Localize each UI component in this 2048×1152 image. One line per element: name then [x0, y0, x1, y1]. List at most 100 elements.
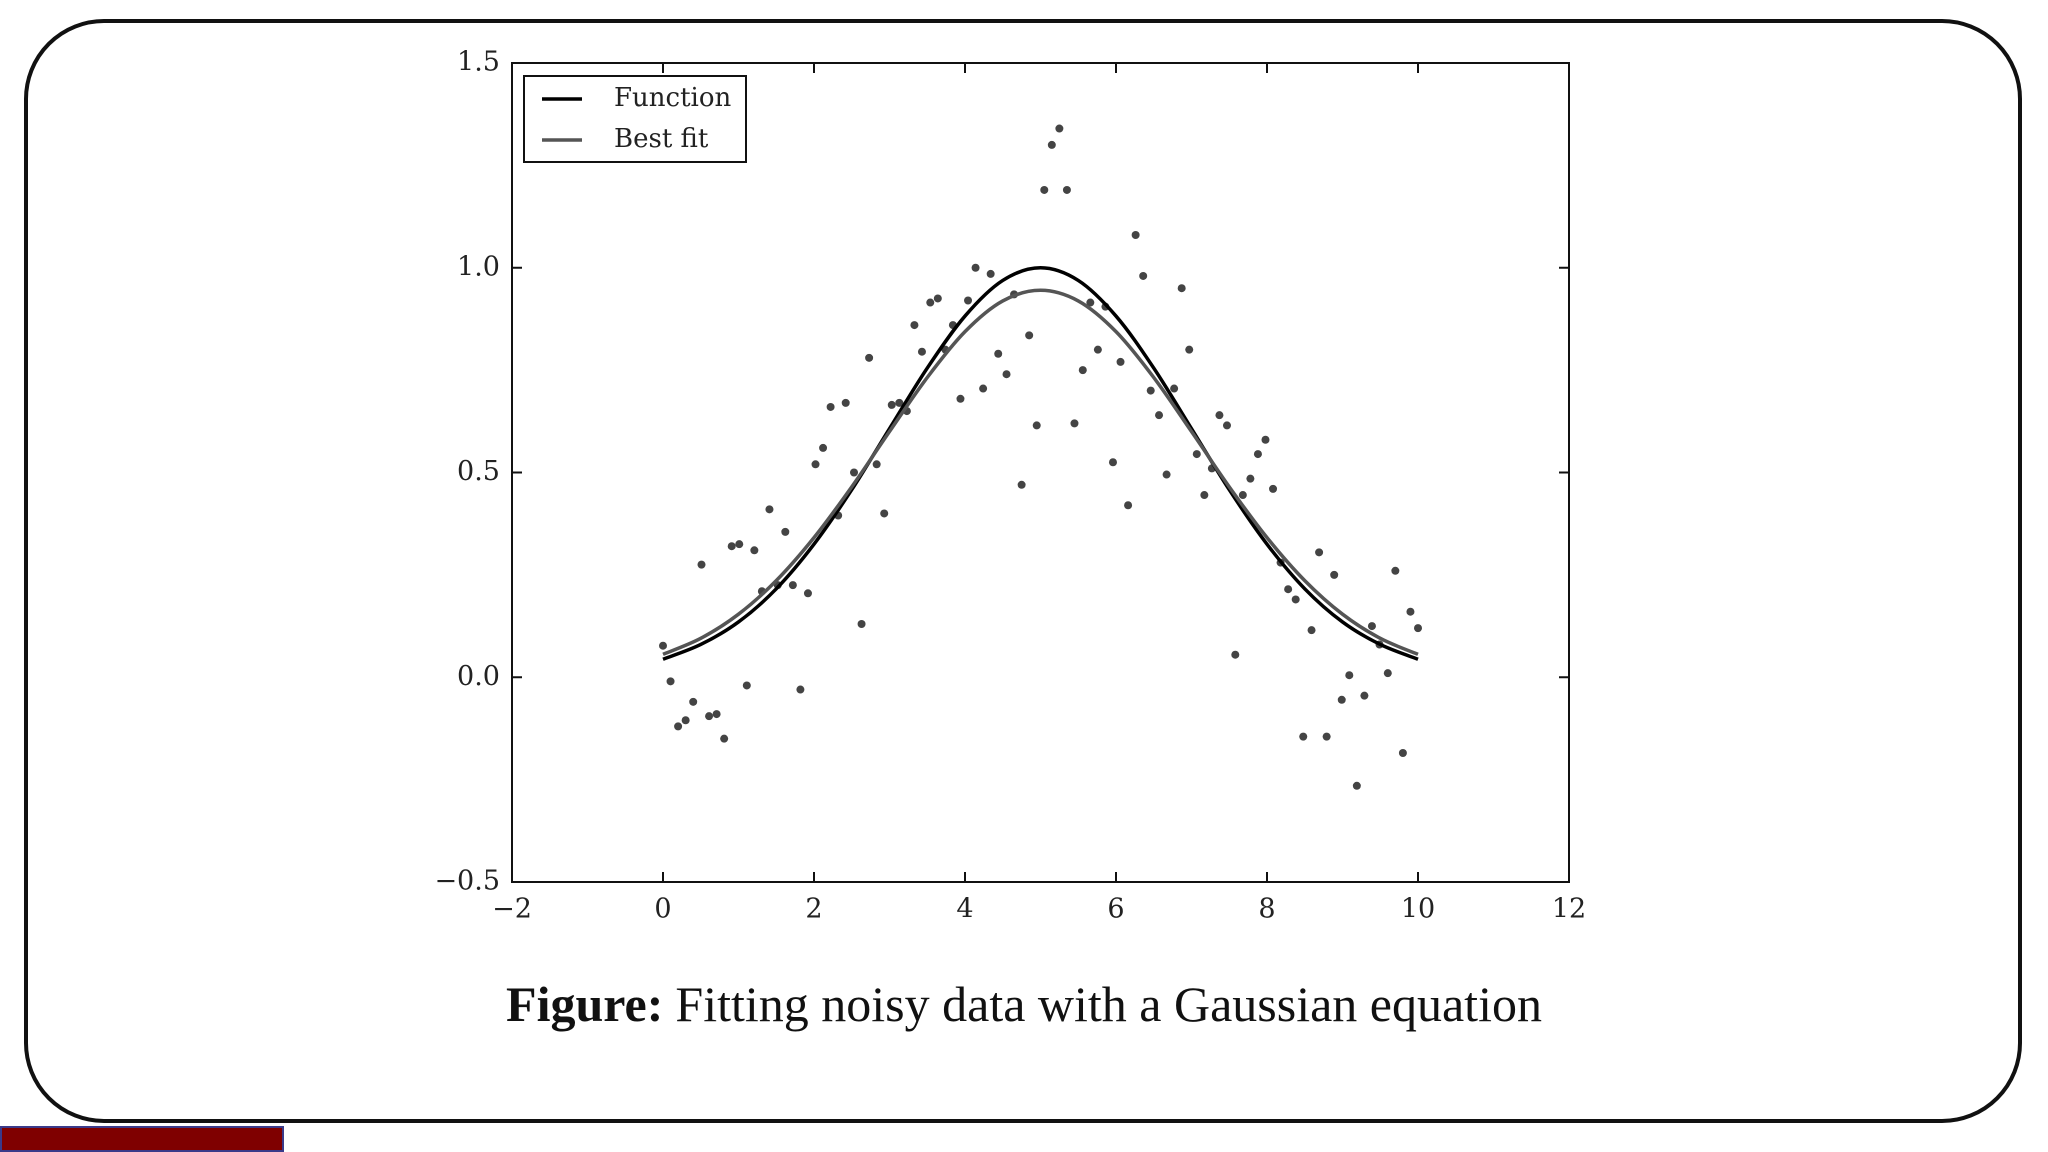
data-point: [1291, 595, 1300, 604]
data-point: [765, 505, 774, 514]
data-point: [1231, 650, 1240, 659]
legend-box: [523, 75, 747, 163]
data-point: [1238, 491, 1247, 500]
data-point: [857, 620, 866, 629]
data-point: [1406, 607, 1415, 616]
y-tick-label: 0.5: [457, 456, 500, 487]
plot-area: [511, 62, 1570, 883]
data-point: [956, 394, 965, 403]
data-point: [1062, 185, 1071, 194]
data-point: [1383, 669, 1392, 678]
footer-bar: [0, 1126, 284, 1152]
data-point: [659, 641, 667, 650]
data-point: [705, 712, 714, 721]
data-point: [917, 347, 926, 356]
data-point: [1391, 566, 1400, 575]
data-point: [674, 722, 683, 731]
data-point: [1330, 570, 1339, 579]
data-point: [841, 398, 850, 407]
x-tick-label: −2: [492, 894, 532, 925]
data-point: [887, 400, 896, 409]
data-point: [979, 384, 988, 393]
x-tick-label: 12: [1552, 894, 1586, 925]
caption-label: Figure:: [506, 976, 663, 1032]
data-point: [1139, 271, 1148, 280]
data-point: [796, 685, 805, 694]
series-line: [662, 288, 1419, 656]
data-point: [1108, 458, 1117, 467]
data-point: [1185, 345, 1194, 354]
data-point: [1002, 370, 1011, 379]
data-point: [712, 710, 721, 719]
data-point: [964, 296, 973, 305]
data-point: [1192, 450, 1201, 459]
data-point: [1032, 421, 1041, 430]
data-point: [933, 294, 942, 303]
data-point: [971, 263, 980, 272]
data-point: [826, 402, 835, 411]
x-tick-label: 4: [956, 894, 973, 925]
data-point: [1284, 585, 1293, 594]
series-line: [662, 265, 1419, 661]
data-point: [1070, 419, 1079, 428]
data-point: [750, 546, 759, 555]
data-point: [1170, 384, 1179, 393]
data-point: [1299, 732, 1308, 741]
data-point: [1307, 626, 1316, 635]
data-point: [986, 269, 995, 278]
data-point: [811, 460, 820, 469]
data-point: [1055, 124, 1064, 133]
y-tick-label: −0.5: [434, 866, 500, 897]
data-point: [880, 509, 889, 518]
data-point: [1131, 230, 1140, 239]
data-point: [1162, 470, 1171, 479]
legend-label: Best fit: [614, 124, 709, 154]
data-point: [865, 353, 874, 362]
x-tick-label: 0: [654, 894, 671, 925]
data-point: [994, 349, 1003, 358]
data-point: [720, 734, 729, 743]
data-point: [1269, 484, 1278, 493]
data-point: [1146, 386, 1155, 395]
data-point: [1414, 624, 1422, 633]
data-point: [819, 443, 828, 452]
data-point: [1360, 691, 1369, 700]
data-point: [735, 540, 744, 549]
data-point: [1124, 501, 1133, 510]
data-point: [1367, 622, 1376, 631]
data-point: [1337, 695, 1346, 704]
data-point: [1322, 732, 1331, 741]
data-point: [788, 581, 797, 590]
data-point: [1246, 474, 1255, 483]
data-point: [1345, 671, 1354, 680]
data-point: [1315, 548, 1324, 557]
data-point: [926, 298, 935, 307]
data-point: [1116, 357, 1125, 366]
data-point: [1155, 411, 1164, 420]
x-tick-label: 10: [1401, 894, 1435, 925]
y-tick-label: 1.0: [457, 251, 500, 282]
data-point: [1177, 284, 1186, 293]
data-point: [1261, 435, 1270, 444]
data-point: [697, 560, 706, 569]
data-point: [1093, 345, 1102, 354]
caption: Figure: Fitting noisy data with a Gaussia…: [506, 976, 1542, 1032]
x-tick-label: 6: [1107, 894, 1124, 925]
y-tick-label: 1.5: [457, 47, 500, 78]
data-point: [1025, 331, 1034, 340]
data-point: [895, 398, 904, 407]
data-point: [1078, 366, 1087, 375]
data-point: [666, 677, 675, 686]
data-point: [850, 468, 859, 477]
data-point: [803, 589, 812, 598]
data-point: [910, 321, 919, 330]
data-point: [727, 542, 736, 551]
caption-text: Fitting noisy data with a Gaussian equat…: [675, 976, 1542, 1032]
x-tick-label: 8: [1258, 894, 1275, 925]
y-tick-label: 0.0: [457, 661, 500, 692]
data-point: [1017, 480, 1026, 489]
data-point: [1215, 411, 1224, 420]
data-point: [1040, 185, 1049, 194]
data-point: [781, 527, 790, 536]
